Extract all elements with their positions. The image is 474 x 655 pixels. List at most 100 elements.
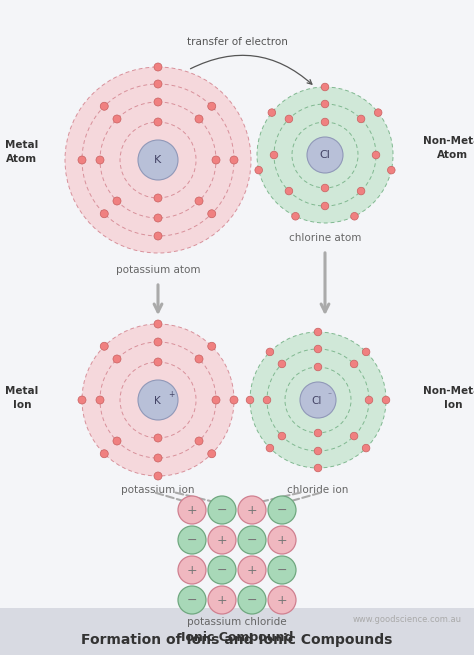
Circle shape bbox=[374, 109, 382, 117]
Text: ⁻: ⁻ bbox=[328, 390, 331, 400]
Circle shape bbox=[113, 197, 121, 205]
Circle shape bbox=[230, 156, 238, 164]
Circle shape bbox=[321, 100, 329, 108]
Circle shape bbox=[285, 187, 293, 195]
Circle shape bbox=[208, 496, 236, 524]
Text: +: + bbox=[187, 504, 197, 517]
Text: Formation of Ions and Ionic Compounds: Formation of Ions and Ionic Compounds bbox=[82, 633, 392, 647]
Circle shape bbox=[357, 115, 365, 122]
Circle shape bbox=[82, 324, 234, 476]
Circle shape bbox=[268, 556, 296, 584]
Text: −: − bbox=[217, 504, 227, 517]
Text: −: − bbox=[277, 563, 287, 576]
Text: K: K bbox=[155, 155, 162, 165]
Text: −: − bbox=[277, 504, 287, 517]
Circle shape bbox=[350, 360, 358, 367]
Text: Non-Metal
Atom: Non-Metal Atom bbox=[422, 136, 474, 160]
Circle shape bbox=[208, 556, 236, 584]
Circle shape bbox=[78, 396, 86, 404]
Circle shape bbox=[268, 496, 296, 524]
Circle shape bbox=[154, 434, 162, 442]
Circle shape bbox=[300, 382, 336, 418]
Circle shape bbox=[195, 197, 203, 205]
Circle shape bbox=[266, 348, 273, 356]
Circle shape bbox=[100, 343, 108, 350]
Circle shape bbox=[268, 586, 296, 614]
Circle shape bbox=[321, 202, 329, 210]
Text: Cl: Cl bbox=[319, 150, 330, 160]
Circle shape bbox=[154, 358, 162, 366]
Text: −: − bbox=[247, 534, 257, 546]
Circle shape bbox=[246, 396, 254, 403]
Circle shape bbox=[154, 214, 162, 222]
Text: +: + bbox=[217, 593, 228, 607]
Circle shape bbox=[208, 343, 216, 350]
Circle shape bbox=[65, 67, 251, 253]
Circle shape bbox=[154, 63, 162, 71]
Circle shape bbox=[382, 396, 390, 403]
Circle shape bbox=[100, 450, 108, 458]
Text: +: + bbox=[187, 563, 197, 576]
Circle shape bbox=[154, 338, 162, 346]
Text: −: − bbox=[187, 534, 197, 546]
Circle shape bbox=[100, 102, 108, 110]
Circle shape bbox=[154, 454, 162, 462]
Text: +: + bbox=[277, 593, 287, 607]
Circle shape bbox=[321, 184, 329, 192]
Circle shape bbox=[178, 526, 206, 554]
Circle shape bbox=[100, 210, 108, 217]
Circle shape bbox=[292, 212, 299, 220]
Text: potassium atom: potassium atom bbox=[116, 265, 200, 275]
Circle shape bbox=[138, 140, 178, 180]
Text: +: + bbox=[217, 534, 228, 546]
Circle shape bbox=[178, 586, 206, 614]
Text: −: − bbox=[217, 563, 227, 576]
Circle shape bbox=[314, 328, 322, 336]
Text: Cl: Cl bbox=[312, 396, 322, 406]
Circle shape bbox=[154, 98, 162, 106]
Circle shape bbox=[263, 396, 271, 403]
Circle shape bbox=[96, 156, 104, 164]
Circle shape bbox=[314, 345, 322, 353]
Circle shape bbox=[250, 332, 386, 468]
Text: transfer of electron: transfer of electron bbox=[187, 37, 287, 47]
Circle shape bbox=[314, 464, 322, 472]
Circle shape bbox=[238, 496, 266, 524]
Circle shape bbox=[178, 496, 206, 524]
Text: +: + bbox=[246, 563, 257, 576]
Circle shape bbox=[230, 396, 238, 404]
Circle shape bbox=[154, 472, 162, 480]
Text: Metal
Atom: Metal Atom bbox=[5, 140, 38, 164]
Circle shape bbox=[138, 380, 178, 420]
Text: potassium ion: potassium ion bbox=[121, 485, 195, 495]
Text: Ionic Compound: Ionic Compound bbox=[181, 631, 293, 645]
Circle shape bbox=[278, 360, 286, 367]
Circle shape bbox=[238, 556, 266, 584]
Circle shape bbox=[351, 212, 358, 220]
Text: +: + bbox=[168, 390, 175, 399]
Circle shape bbox=[388, 166, 395, 174]
Circle shape bbox=[314, 447, 322, 455]
Text: +: + bbox=[277, 534, 287, 546]
Circle shape bbox=[278, 432, 286, 440]
Circle shape bbox=[362, 348, 370, 356]
Circle shape bbox=[266, 444, 273, 452]
Text: chloride ion: chloride ion bbox=[287, 485, 349, 495]
Circle shape bbox=[357, 187, 365, 195]
Circle shape bbox=[208, 102, 216, 110]
Circle shape bbox=[268, 109, 276, 117]
Circle shape bbox=[208, 450, 216, 458]
Text: Metal
Ion: Metal Ion bbox=[5, 386, 38, 409]
Circle shape bbox=[314, 429, 322, 437]
Circle shape bbox=[195, 355, 203, 363]
Text: −: − bbox=[247, 593, 257, 607]
FancyArrowPatch shape bbox=[191, 55, 312, 84]
Circle shape bbox=[255, 166, 263, 174]
Circle shape bbox=[257, 87, 393, 223]
Text: −: − bbox=[187, 593, 197, 607]
Text: Non-Metal
Ion: Non-Metal Ion bbox=[422, 386, 474, 409]
Circle shape bbox=[154, 232, 162, 240]
Text: +: + bbox=[246, 504, 257, 517]
Circle shape bbox=[362, 444, 370, 452]
Circle shape bbox=[212, 156, 220, 164]
